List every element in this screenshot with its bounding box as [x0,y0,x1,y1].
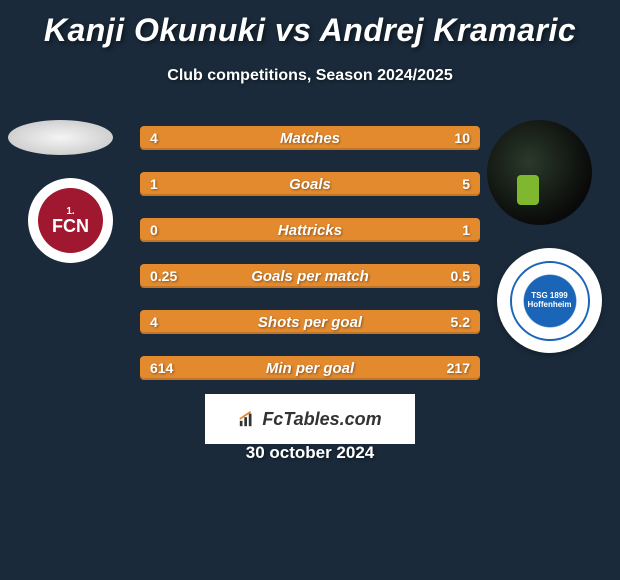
club-badge-left-inner: 1. FCN [38,188,103,253]
stats-container: 4 Matches 10 1 Goals 5 0 Hattricks 1 0.2… [140,126,480,402]
branding-banner[interactable]: FcTables.com [205,394,415,444]
stat-label: Goals per match [251,268,369,285]
stat-left-value: 4 [150,314,158,330]
date-label: 30 october 2024 [0,443,620,463]
stat-left-value: 0.25 [150,268,177,284]
stat-right-value: 5.2 [451,314,470,330]
stat-right-value: 0.5 [451,268,470,284]
stat-right-value: 10 [454,130,470,146]
player-left-photo [8,120,113,155]
stat-row-goals: 1 Goals 5 [140,172,480,196]
club-badge-right: TSG 1899 Hoffenheim [497,248,602,353]
stat-row-shots-per-goal: 4 Shots per goal 5.2 [140,310,480,334]
stat-right-value: 217 [447,360,470,376]
stat-left-value: 0 [150,222,158,238]
stat-row-goals-per-match: 0.25 Goals per match 0.5 [140,264,480,288]
chart-icon [238,410,256,428]
page-title: Kanji Okunuki vs Andrej Kramaric [0,0,620,49]
club-badge-right-inner: TSG 1899 Hoffenheim [510,261,590,341]
club-badge-left: 1. FCN [28,178,113,263]
stat-label: Goals [289,176,331,193]
stat-row-min-per-goal: 614 Min per goal 217 [140,356,480,380]
club-right-line2: Hoffenheim [528,301,572,310]
stat-left-value: 4 [150,130,158,146]
stat-label: Hattricks [278,222,342,239]
season-subtitle: Club competitions, Season 2024/2025 [0,67,620,85]
stat-right-value: 1 [462,222,470,238]
stat-label: Matches [280,130,340,147]
club-left-maintext: FCN [52,217,89,235]
branding-text: FcTables.com [262,409,381,430]
stat-left-value: 614 [150,360,173,376]
stat-right-value: 5 [462,176,470,192]
stat-row-hattricks: 0 Hattricks 1 [140,218,480,242]
stat-left-value: 1 [150,176,158,192]
stat-label: Shots per goal [258,314,362,331]
stat-row-matches: 4 Matches 10 [140,126,480,150]
player-right-photo [487,120,592,225]
club-left-toptext: 1. [66,207,74,217]
stat-label: Min per goal [266,360,354,377]
